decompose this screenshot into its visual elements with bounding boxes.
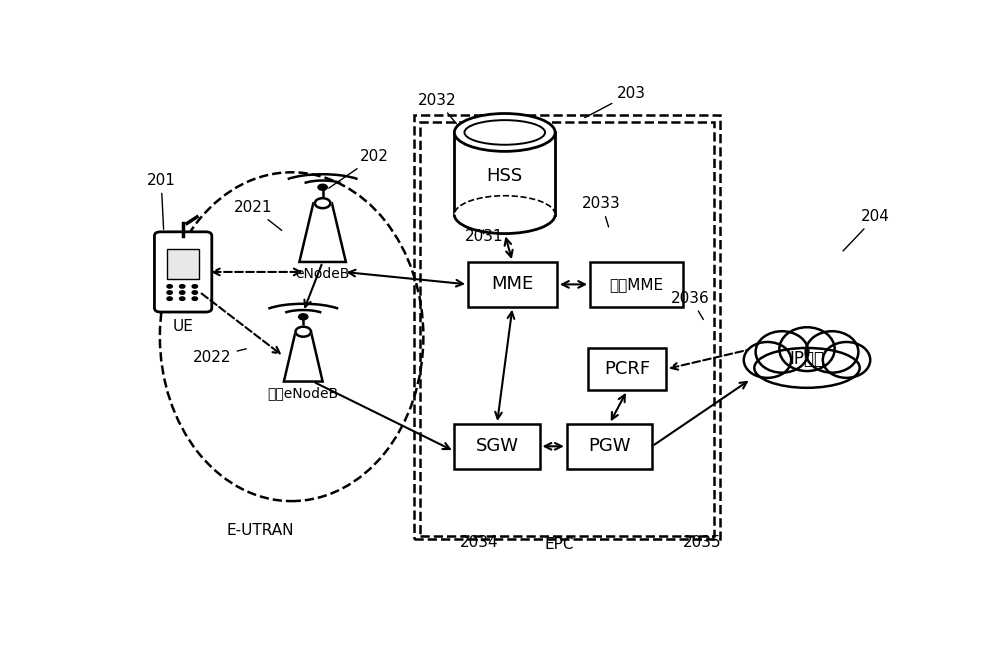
Circle shape: [315, 198, 330, 208]
Ellipse shape: [823, 342, 870, 378]
Circle shape: [192, 285, 198, 288]
Text: HSS: HSS: [487, 167, 523, 185]
Ellipse shape: [454, 195, 555, 234]
Ellipse shape: [756, 331, 808, 373]
Circle shape: [167, 285, 172, 288]
Text: E-UTRAN: E-UTRAN: [227, 523, 294, 538]
Circle shape: [299, 314, 308, 320]
Text: PCRF: PCRF: [604, 360, 650, 378]
FancyBboxPatch shape: [567, 424, 652, 468]
Ellipse shape: [464, 120, 545, 145]
Text: 204: 204: [843, 209, 890, 251]
Circle shape: [180, 291, 185, 294]
Circle shape: [167, 297, 172, 300]
FancyBboxPatch shape: [588, 348, 666, 390]
Text: eNodeB: eNodeB: [295, 267, 350, 281]
Text: EPC: EPC: [544, 538, 574, 553]
FancyBboxPatch shape: [590, 262, 683, 307]
Ellipse shape: [744, 342, 791, 378]
Text: 2033: 2033: [582, 196, 621, 227]
Text: UE: UE: [173, 319, 194, 334]
Text: 2031: 2031: [464, 229, 503, 244]
Circle shape: [180, 297, 185, 300]
Text: 其它MME: 其它MME: [609, 277, 664, 292]
Text: 2021: 2021: [234, 200, 282, 230]
Polygon shape: [299, 203, 346, 262]
Ellipse shape: [806, 331, 858, 373]
Circle shape: [296, 327, 311, 336]
Text: 201: 201: [147, 173, 176, 229]
Text: 2035: 2035: [683, 535, 722, 550]
Circle shape: [192, 291, 198, 294]
Circle shape: [192, 297, 198, 300]
Ellipse shape: [454, 113, 555, 151]
Text: 2022: 2022: [193, 349, 246, 365]
Text: 2034: 2034: [460, 535, 498, 550]
Ellipse shape: [779, 327, 835, 371]
Text: 2032: 2032: [418, 93, 457, 124]
FancyBboxPatch shape: [167, 249, 199, 279]
Text: 202: 202: [329, 149, 389, 188]
FancyBboxPatch shape: [454, 424, 540, 468]
Text: SGW: SGW: [476, 437, 518, 455]
Circle shape: [318, 184, 327, 190]
Text: 2036: 2036: [671, 291, 710, 320]
Text: MME: MME: [491, 276, 534, 293]
Circle shape: [167, 291, 172, 294]
Circle shape: [180, 285, 185, 288]
Polygon shape: [284, 332, 323, 382]
Ellipse shape: [754, 348, 860, 388]
FancyBboxPatch shape: [468, 262, 557, 307]
Text: IP业务: IP业务: [790, 350, 824, 368]
Text: 203: 203: [585, 85, 646, 118]
FancyBboxPatch shape: [154, 232, 212, 312]
Text: PGW: PGW: [588, 437, 631, 455]
Text: 其它eNodeB: 其它eNodeB: [268, 386, 339, 400]
